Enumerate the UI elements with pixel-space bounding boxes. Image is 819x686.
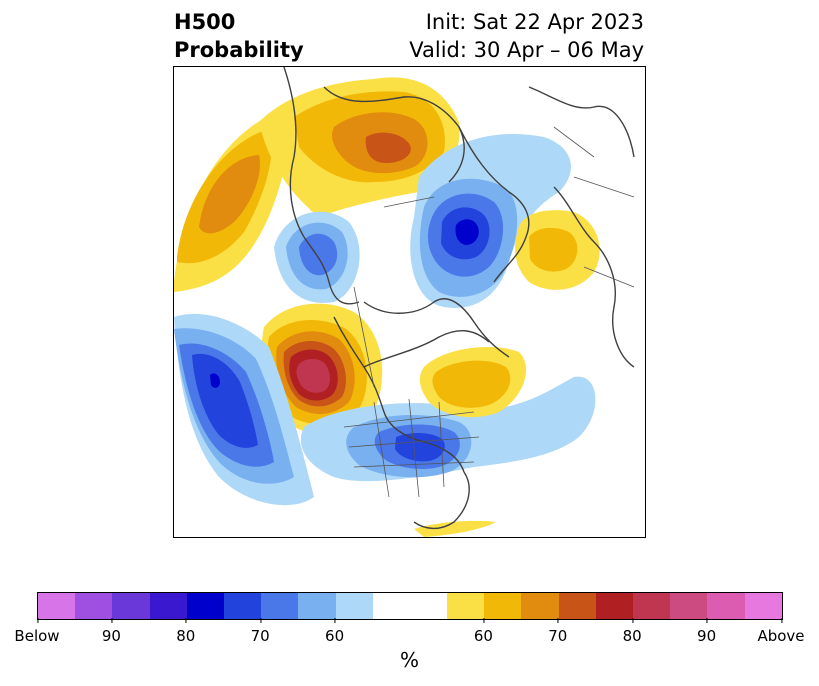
colorbar-tick-label: 90 xyxy=(697,618,716,645)
probability-map xyxy=(173,66,646,538)
init-date: Init: Sat 22 Apr 2023 xyxy=(425,10,644,34)
gulf-above-anomaly xyxy=(414,520,496,537)
colorbar-swatch xyxy=(707,593,745,619)
colorbar-swatch xyxy=(186,593,224,619)
colorbar-swatch xyxy=(521,593,559,619)
east-pacific-below-anomaly xyxy=(174,313,314,506)
colorbar-swatch xyxy=(670,593,708,619)
colorbar-swatch xyxy=(633,593,671,619)
colorbar-tick-label: 80 xyxy=(623,618,642,645)
colorbar-swatch xyxy=(744,593,782,619)
colorbar-swatch xyxy=(447,593,485,619)
colorbar-swatch xyxy=(409,593,448,619)
arctic-siberia-above-anomaly xyxy=(259,77,460,217)
colorbar-ticks: Below 90 80 70 60 60 70 80 90 Above xyxy=(14,618,805,645)
map-title: H500 Probability xyxy=(174,8,304,64)
colorbar-swatch xyxy=(595,593,633,619)
eastern-us-below-anomaly xyxy=(300,376,596,482)
colorbar-unit: % xyxy=(399,648,419,672)
colorbar-tick-label: 80 xyxy=(176,618,195,645)
colorbar-tick-label: 70 xyxy=(548,618,567,645)
colorbar-tick-label: Below xyxy=(14,618,60,645)
title-variable: H500 xyxy=(174,10,236,34)
hudson-bay-above-anomaly xyxy=(419,347,527,418)
colorbar-swatch xyxy=(261,593,299,619)
colorbar-swatch xyxy=(38,593,76,619)
coastlines xyxy=(283,67,635,530)
pacific-above-anomaly xyxy=(174,112,289,292)
state-borders xyxy=(343,126,635,498)
colorbar-tick-label: 60 xyxy=(474,618,493,645)
scandinavia-below-anomaly xyxy=(410,133,571,308)
colorbar-swatch xyxy=(149,593,187,619)
colorbar-swatch xyxy=(75,593,113,619)
west-coast-above-anomaly xyxy=(261,303,383,436)
map-dates: Init: Sat 22 Apr 2023 Valid: 30 Apr – 06… xyxy=(409,8,644,64)
valid-range: Valid: 30 Apr – 06 May xyxy=(409,38,644,62)
map-svg xyxy=(174,67,635,537)
colorbar-swatch xyxy=(223,593,262,619)
colorbar-tick-label: Above xyxy=(757,618,805,645)
colorbar-swatch xyxy=(298,593,336,619)
colorbar xyxy=(37,592,783,620)
colorbar-tick-label: 70 xyxy=(251,618,270,645)
eastern-europe-above-anomaly xyxy=(515,210,600,290)
title-product: Probability xyxy=(174,38,304,62)
colorbar-swatch xyxy=(558,593,596,619)
colorbar-swatch xyxy=(484,593,522,619)
colorbar-tick-label: 90 xyxy=(102,618,121,645)
colorbar-swatch xyxy=(112,593,150,619)
colorbar-swatch xyxy=(372,593,410,619)
ne-asia-below-anomaly xyxy=(274,211,360,303)
colorbar-swatch xyxy=(335,593,373,619)
colorbar-tick-label: 60 xyxy=(325,618,344,645)
